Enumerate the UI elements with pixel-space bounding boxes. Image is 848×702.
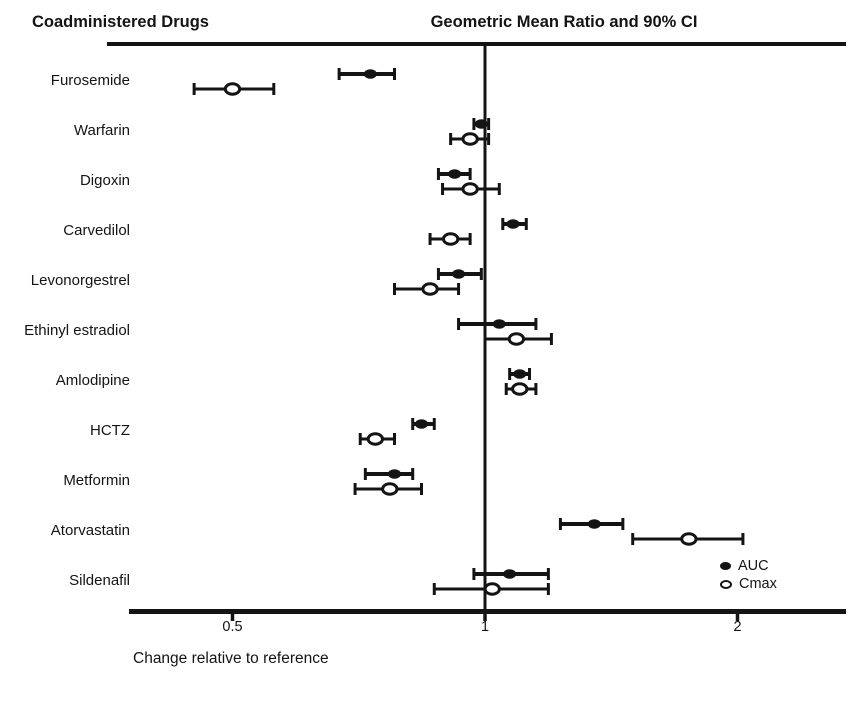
drug-label-furosemide: Furosemide (50, 72, 130, 89)
legend-item-cmax: Cmax (720, 576, 777, 592)
legend-label-cmax: Cmax (739, 576, 777, 592)
auc-marker-carvedilol (506, 219, 520, 229)
left-column-header: Coadministered Drugs (32, 13, 209, 31)
drug-label-levonorgestrel: Levonorgestrel (30, 272, 130, 289)
auc-marker-amlodipine (513, 369, 527, 379)
auc-marker-levonorgestrel (452, 269, 466, 279)
cmax-marker-furosemide (223, 82, 242, 96)
x-axis-tick-label: 1 (480, 619, 490, 635)
auc-filled-circle-icon (720, 562, 731, 570)
top-divider-rule (107, 42, 846, 46)
drug-label-atorvastatin: Atorvastatin (50, 522, 130, 539)
cmax-marker-carvedilol (441, 232, 460, 246)
cmax-marker-levonorgestrel (421, 282, 439, 296)
cmax-marker-digoxin (461, 182, 479, 196)
drug-label-sildenafil: Sildenafil (69, 572, 130, 589)
drug-label-metformin: Metformin (63, 472, 130, 489)
drug-label-ethinyl-estradiol: Ethinyl estradiol (24, 322, 130, 339)
auc-marker-atorvastatin (587, 519, 601, 529)
cmax-marker-sildenafil (483, 582, 501, 596)
cmax-marker-ethinyl-estradiol (507, 332, 526, 346)
auc-marker-sildenafil (503, 569, 517, 579)
x-axis-title: Change relative to reference (133, 650, 329, 667)
auc-marker-hctz (414, 419, 428, 429)
auc-marker-ethinyl-estradiol (492, 319, 506, 329)
legend-label-auc: AUC (738, 558, 769, 574)
x-axis-tick-label: 2 (733, 619, 742, 635)
cmax-marker-amlodipine (511, 382, 529, 396)
cmax-marker-metformin (381, 482, 399, 496)
cmax-marker-atorvastatin (680, 532, 698, 546)
cmax-open-circle-icon (720, 579, 732, 589)
drug-label-digoxin: Digoxin (79, 172, 130, 189)
auc-marker-digoxin (448, 169, 462, 179)
drug-label-warfarin: Warfarin (73, 122, 130, 139)
legend-item-auc: AUC (720, 558, 777, 574)
auc-marker-furosemide (363, 69, 377, 79)
drug-label-hctz: HCTZ (90, 422, 130, 439)
auc-marker-warfarin (474, 119, 488, 129)
cmax-marker-warfarin (461, 132, 479, 146)
x-axis-line (129, 609, 846, 614)
cmax-marker-hctz (366, 432, 385, 446)
chart-title: Geometric Mean Ratio and 90% CI (430, 13, 698, 31)
auc-marker-metformin (387, 469, 401, 479)
legend: AUC Cmax (720, 558, 777, 592)
drug-label-carvedilol: Carvedilol (63, 222, 130, 239)
drug-label-amlodipine: Amlodipine (55, 372, 130, 389)
x-axis-tick-label: 0.5 (222, 619, 243, 635)
